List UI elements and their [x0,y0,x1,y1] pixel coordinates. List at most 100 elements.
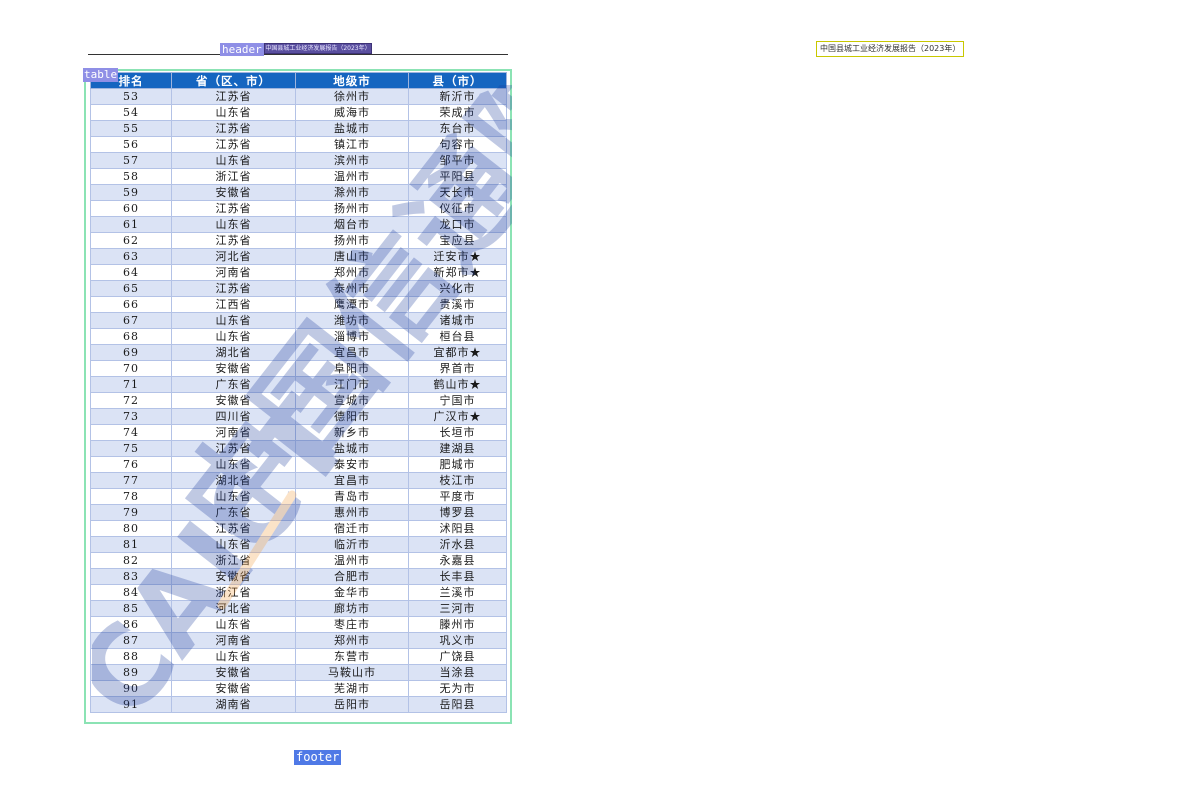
province-cell: 广东省 [171,504,296,521]
county-cell: 桓台县 [408,328,507,345]
table-row: 64 河南省 郑州市 新郑市★ [90,264,507,281]
province-cell: 安徽省 [171,664,296,681]
table-row: 58 浙江省 温州市 平阳县 [90,168,507,185]
rank-cell: 86 [90,616,172,633]
table-row: 91 湖南省 岳阳市 岳阳县 [90,696,507,713]
table-row: 85 河北省 廊坊市 三河市 [90,600,507,617]
rank-cell: 70 [90,360,172,377]
table-row: 61 山东省 烟台市 龙口市 [90,216,507,233]
province-cell: 山东省 [171,312,296,329]
province-cell: 浙江省 [171,168,296,185]
province-cell: 河南省 [171,264,296,281]
prefecture-cell: 惠州市 [295,504,409,521]
province-cell: 江苏省 [171,440,296,457]
table-row: 54 山东省 威海市 荣成市 [90,104,507,121]
rank-cell: 53 [90,88,172,105]
province-cell: 安徽省 [171,392,296,409]
table-row: 60 江苏省 扬州市 仪征市 [90,200,507,217]
county-cell: 宁国市 [408,392,507,409]
county-cell: 新沂市 [408,88,507,105]
county-cell: 迁安市★ [408,248,507,265]
prefecture-cell: 金华市 [295,584,409,601]
rank-cell: 76 [90,456,172,473]
table-row: 56 江苏省 镇江市 句容市 [90,136,507,153]
county-cell: 界首市 [408,360,507,377]
rank-cell: 81 [90,536,172,553]
county-ranking-table: 排名 省（区、市） 地级市 县（市） 53 江苏省 徐州市 新沂市 54 山东省 威海市 荣成… [90,72,507,713]
prefecture-cell: 盐城市 [295,440,409,457]
rank-cell: 88 [90,648,172,665]
county-cell: 滕州市 [408,616,507,633]
prefecture-cell: 淄博市 [295,328,409,345]
prefecture-cell: 唐山市 [295,248,409,265]
prefecture-cell: 枣庄市 [295,616,409,633]
rank-cell: 79 [90,504,172,521]
rank-cell: 67 [90,312,172,329]
prefecture-cell: 扬州市 [295,200,409,217]
county-cell: 兰溪市 [408,584,507,601]
table-row: 76 山东省 泰安市 肥城市 [90,456,507,473]
county-cell: 岳阳县 [408,696,507,713]
province-cell: 江苏省 [171,280,296,297]
county-cell: 宜都市★ [408,344,507,361]
province-cell: 山东省 [171,616,296,633]
province-cell: 山东省 [171,216,296,233]
county-cell: 枝江市 [408,472,507,489]
column-header-county: 县（市） [408,72,507,89]
county-cell: 荣成市 [408,104,507,121]
province-cell: 河南省 [171,424,296,441]
table-row: 84 浙江省 金华市 兰溪市 [90,584,507,601]
table-header-row: 排名 省（区、市） 地级市 县（市） [90,72,507,89]
prefecture-cell: 威海市 [295,104,409,121]
rank-cell: 80 [90,520,172,537]
table-region-frame [84,69,512,724]
rank-cell: 91 [90,696,172,713]
table-row: 79 广东省 惠州市 博罗县 [90,504,507,521]
county-cell: 句容市 [408,136,507,153]
prefecture-cell: 徐州市 [295,88,409,105]
table-row: 72 安徽省 宣城市 宁国市 [90,392,507,409]
prefecture-cell: 德阳市 [295,408,409,425]
province-cell: 江苏省 [171,200,296,217]
county-cell: 广饶县 [408,648,507,665]
prefecture-cell: 芜湖市 [295,680,409,697]
province-cell: 安徽省 [171,680,296,697]
county-cell: 东台市 [408,120,507,137]
rank-cell: 62 [90,232,172,249]
rank-cell: 75 [90,440,172,457]
table-row: 57 山东省 滨州市 邹平市 [90,152,507,169]
prefecture-cell: 烟台市 [295,216,409,233]
prefecture-cell: 镇江市 [295,136,409,153]
table-row: 86 山东省 枣庄市 滕州市 [90,616,507,633]
province-cell: 山东省 [171,456,296,473]
table-region-tag: table [83,68,119,82]
county-cell: 永嘉县 [408,552,507,569]
rank-cell: 74 [90,424,172,441]
prefecture-cell: 马鞍山市 [295,664,409,681]
table-row: 66 江西省 鹰潭市 贵溪市 [90,296,507,313]
county-cell: 当涂县 [408,664,507,681]
header-region-tag: header [220,43,264,56]
rank-cell: 69 [90,344,172,361]
county-cell: 广汉市★ [408,408,507,425]
county-cell: 平度市 [408,488,507,505]
rank-cell: 55 [90,120,172,137]
county-cell: 肥城市 [408,456,507,473]
prefecture-cell: 扬州市 [295,232,409,249]
province-cell: 山东省 [171,152,296,169]
prefecture-cell: 东营市 [295,648,409,665]
prefecture-cell: 泰州市 [295,280,409,297]
county-cell: 长丰县 [408,568,507,585]
province-cell: 浙江省 [171,552,296,569]
table-body: 53 江苏省 徐州市 新沂市 54 山东省 威海市 荣成市 55 江苏省 盐城市 东台市 56 江苏省 镇江… [90,88,507,713]
county-cell: 建湖县 [408,440,507,457]
rank-cell: 66 [90,296,172,313]
header-rule [88,54,508,55]
rank-cell: 77 [90,472,172,489]
prefecture-cell: 郑州市 [295,632,409,649]
county-cell: 三河市 [408,600,507,617]
prefecture-cell: 滁州市 [295,184,409,201]
prefecture-cell: 宿迁市 [295,520,409,537]
province-cell: 广东省 [171,376,296,393]
table-row: 81 山东省 临沂市 沂水县 [90,536,507,553]
